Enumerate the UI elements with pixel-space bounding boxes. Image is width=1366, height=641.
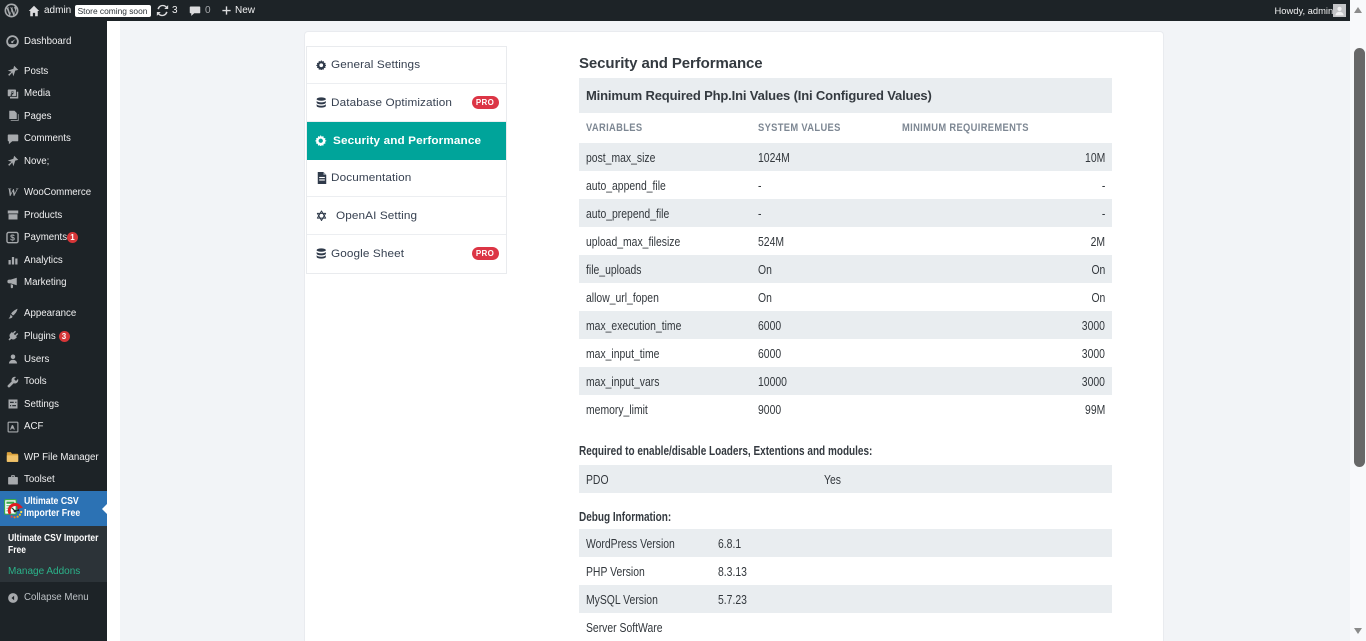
svg-text:$: $ bbox=[10, 233, 15, 243]
